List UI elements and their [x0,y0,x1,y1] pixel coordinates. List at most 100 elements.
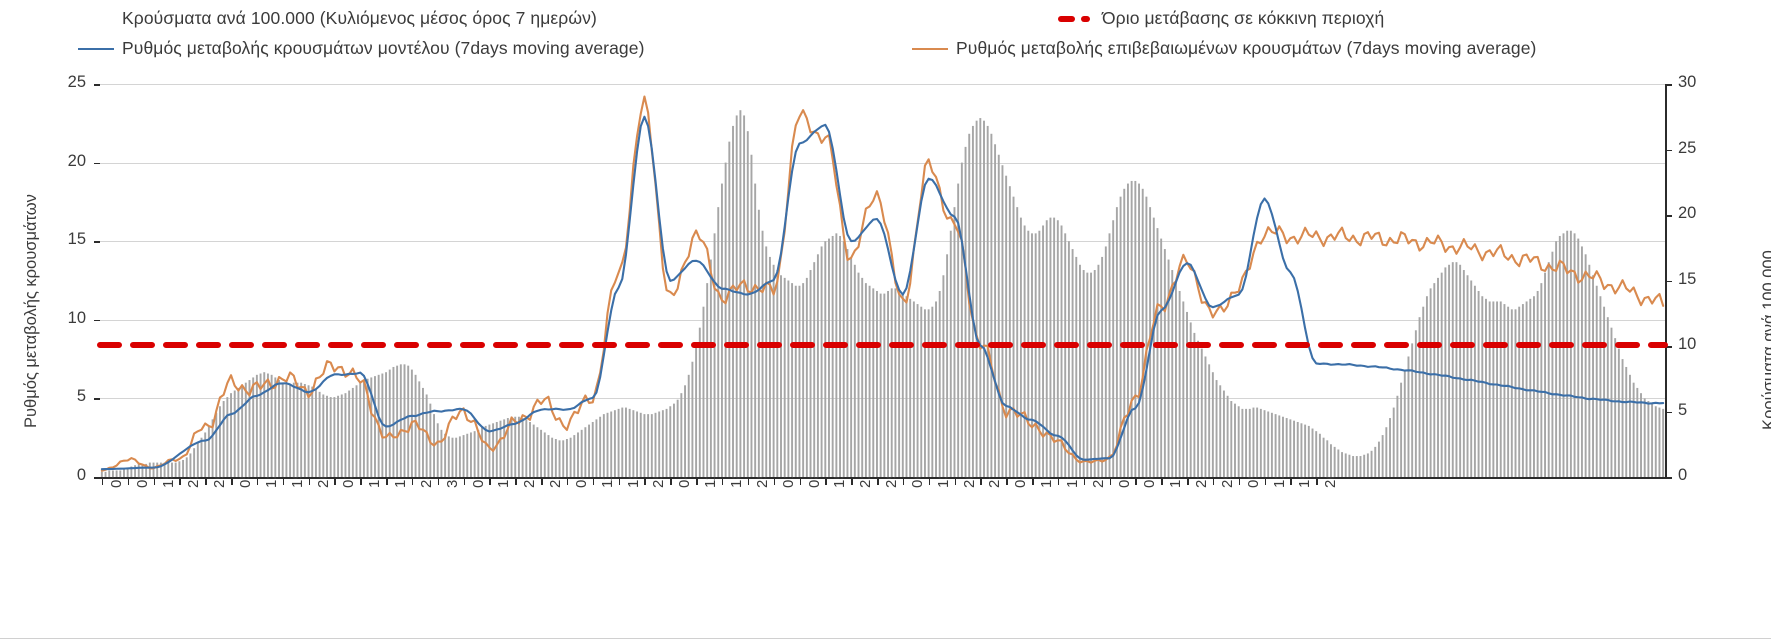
bar [1599,296,1602,477]
bar [100,471,103,477]
bar [717,207,720,477]
bar [883,293,886,477]
line-swatch-confirmed-icon [912,40,950,58]
bar [986,125,989,478]
bar [1555,241,1558,477]
bar [322,394,325,477]
bar [876,290,878,477]
bar [1248,408,1251,477]
bar [1245,408,1248,477]
bar [850,256,853,477]
bar [879,293,882,477]
legend-label-red-zone-threshold: Όριο μετάβασης σε κόκκινη περιοχή [1102,8,1385,28]
y-tick-label-right-25: 25 [1678,138,1697,157]
y-tick-mark [1666,411,1672,413]
bar [975,120,978,478]
bar [211,419,214,477]
x-tick-mark [1109,478,1111,485]
y-tick-label-left-20: 20 [67,151,86,170]
x-tick-mark [334,478,336,485]
bar [403,364,406,477]
x-tick-mark [541,478,543,485]
bar [680,393,683,477]
bar [887,290,889,477]
bar [1418,317,1421,477]
bar [104,471,107,477]
bar [602,414,605,477]
bar [115,470,118,477]
bar [1385,427,1388,477]
bar [551,437,554,477]
bar [983,120,985,478]
bar [462,435,465,477]
bar [292,382,295,477]
bar [307,385,310,477]
bar [1510,309,1513,477]
bar [1481,296,1484,477]
y-tick-mark [94,84,100,86]
bar [289,383,292,477]
y-tick-label-right-15: 15 [1678,269,1697,288]
bar [1477,290,1480,477]
y-tick-mark [1666,149,1672,151]
y-axis-right-line [1665,84,1667,478]
x-tick-mark [1032,478,1034,485]
bar [872,288,875,477]
bar [1466,275,1469,477]
series-canvas [97,95,1668,478]
bar [735,115,738,477]
bar [820,246,823,477]
bar [543,432,546,477]
legend-item-model-rate[interactable]: Ρυθμός μεταβολής κρουσμάτων μοντέλου (7d… [78,38,645,59]
line-model-rate [100,115,1665,471]
bar [1551,251,1554,477]
bar [613,410,616,477]
bar [949,230,952,477]
bar [1643,398,1646,477]
bar [1628,374,1631,477]
bar [1064,233,1067,477]
legend-item-cases-per-100k[interactable]: Κρούσματα ανά 100.000 (Κυλιόμενος μέσος … [78,8,597,29]
bar [451,437,454,477]
bar [1001,165,1004,477]
legend-label-confirmed-rate: Ρυθμός μεταβολής επιβεβαιωμένων κρουσμάτ… [956,38,1537,58]
bar [263,372,266,477]
bar [1008,186,1011,477]
bar [639,412,642,477]
bar [167,462,170,477]
bar [1230,401,1233,477]
bar [1130,180,1133,477]
x-tick-mark [1187,478,1189,485]
bar [1425,296,1428,477]
x-tick-mark [696,478,698,485]
bar [1315,431,1318,477]
bar [123,469,125,477]
bar [1108,233,1111,477]
bar [259,373,262,477]
bar [864,283,867,477]
bar [1060,225,1063,477]
gridline [100,241,1665,243]
bar [558,440,561,477]
bar [1134,180,1137,477]
bar [156,462,159,477]
legend-item-red-zone-threshold[interactable]: Όριο μετάβασης σε κόκκινη περιοχή [1058,8,1384,29]
line-swatch-model-icon [78,40,116,58]
bar [1270,412,1273,477]
bar [540,429,543,477]
bar [1278,415,1281,477]
x-tick-mark [1316,478,1318,485]
bar [669,406,672,477]
bar [584,427,587,477]
bar [1492,301,1495,477]
bar [938,290,941,477]
y-tick-label-right-10: 10 [1678,335,1697,353]
bar [1547,262,1550,477]
y-tick-label-right-0: 0 [1678,466,1688,484]
bar [768,256,771,477]
legend-item-confirmed-rate[interactable]: Ρυθμός μεταβολής επιβεβαιωμένων κρουσμάτ… [912,38,1536,59]
bar [1123,188,1126,478]
bar [754,183,757,477]
bar [355,385,358,477]
bar [979,118,982,477]
